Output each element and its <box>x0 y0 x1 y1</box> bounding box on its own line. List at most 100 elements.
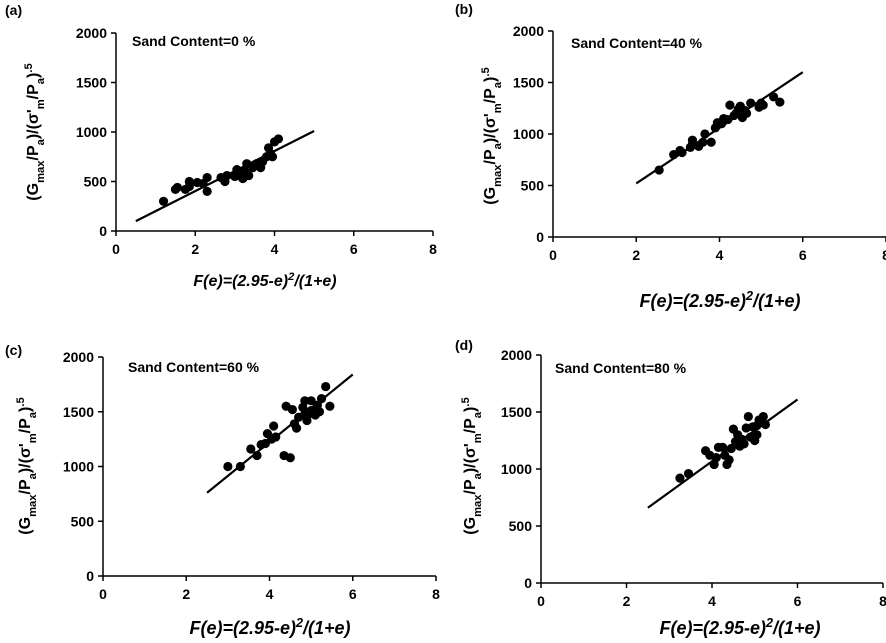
y-tick-label: 500 <box>84 174 108 190</box>
data-point <box>158 196 169 206</box>
data-point <box>775 97 785 107</box>
y-tick-label: 500 <box>509 518 533 534</box>
y-tick-label: 1500 <box>513 75 544 91</box>
y-axis-label: (Gmax/Pa)/(σ'm/Pa).5 <box>480 67 504 204</box>
y-tick-label: 500 <box>71 513 95 529</box>
data-point <box>706 137 716 147</box>
y-tick-label: 2000 <box>76 25 107 41</box>
data-point <box>265 149 276 159</box>
y-tick-label: 0 <box>524 575 532 591</box>
x-tick-label: 8 <box>432 586 440 602</box>
x-tick-label: 4 <box>716 247 724 263</box>
x-axis-label: F(e)=(2.95-e)2/(1+e) <box>659 616 820 638</box>
y-tick-label: 2000 <box>501 347 532 363</box>
chart-panel-1: (a) 0 500 1000 1500 2000 0 2 4 6 8 Sand Content=0 %… <box>5 2 437 290</box>
chart-panel-2: (b) 0 500 1000 1500 2000 0 2 4 6 8 Sand Content=40 … <box>455 1 886 311</box>
x-tick-label: 8 <box>882 247 886 263</box>
data-point <box>244 170 254 181</box>
data-point <box>321 381 331 392</box>
y-axis-label: (Gmax/Pa)/(σ'm/Pa).5 <box>460 397 484 534</box>
data-point <box>291 423 302 433</box>
y-tick-label: 0 <box>99 223 107 239</box>
y-tick-label: 0 <box>86 568 94 584</box>
data-point <box>300 409 310 419</box>
data-point <box>316 394 327 404</box>
x-tick-label: 8 <box>879 593 886 609</box>
sand-content-label: Sand Content=0 % <box>132 33 256 49</box>
data-point <box>271 432 281 442</box>
y-tick-label: 2000 <box>513 23 544 39</box>
y-axis-label: (Gmax/Pa)/(σ'm/Pa).5 <box>23 63 47 200</box>
data-point <box>223 461 233 472</box>
x-tick-label: 2 <box>191 241 199 257</box>
x-tick-label: 4 <box>266 586 274 602</box>
chart-panel-3: (c) 0 500 1000 1500 2000 0 2 4 6 8 Sand Content=60 … <box>5 342 440 638</box>
data-point <box>222 170 232 181</box>
data-point <box>760 419 771 430</box>
data-point <box>743 411 753 422</box>
data-point <box>758 100 768 110</box>
data-point <box>726 443 736 454</box>
data-point <box>325 401 335 411</box>
panel-label: (b) <box>455 1 473 17</box>
data-point <box>718 442 728 452</box>
x-tick-label: 8 <box>429 241 437 257</box>
x-axis-label: F(e)=(2.95-e)2/(1+e) <box>193 271 336 290</box>
y-tick-label: 1000 <box>63 459 94 475</box>
data-point <box>746 98 756 108</box>
x-tick-label: 0 <box>112 241 120 257</box>
data-point <box>683 468 694 479</box>
y-tick-label: 1500 <box>76 75 107 91</box>
x-tick-label: 0 <box>537 593 545 609</box>
data-point <box>172 182 183 193</box>
data-point <box>202 172 212 183</box>
y-tick-label: 1500 <box>63 404 94 420</box>
x-tick-label: 0 <box>99 586 107 602</box>
data-point <box>769 92 779 102</box>
data-point <box>273 134 284 144</box>
x-tick-label: 4 <box>271 241 279 257</box>
sand-content-label: Sand Content=60 % <box>128 359 260 375</box>
sand-content-label: Sand Content=40 % <box>571 35 703 51</box>
x-tick-label: 6 <box>799 247 807 263</box>
x-tick-label: 6 <box>794 593 802 609</box>
data-point <box>741 108 752 118</box>
y-axis-label: (Gmax/Pa)/(σ'm/Pa).5 <box>15 397 39 534</box>
data-point <box>252 450 262 461</box>
data-point <box>730 437 741 447</box>
x-tick-label: 2 <box>623 593 631 609</box>
data-point <box>752 430 762 440</box>
x-tick-label: 6 <box>349 586 357 602</box>
x-tick-label: 2 <box>182 586 190 602</box>
y-tick-label: 1000 <box>76 124 107 140</box>
y-tick-label: 500 <box>521 178 545 194</box>
panel-label: (c) <box>5 342 22 358</box>
data-point <box>287 404 297 415</box>
data-point <box>285 453 295 463</box>
y-tick-label: 2000 <box>63 349 94 365</box>
data-point <box>739 439 749 449</box>
x-axis-label: F(e)=(2.95-e)2/(1+e) <box>189 616 350 638</box>
data-point <box>758 411 768 422</box>
data-point <box>675 473 685 483</box>
data-point <box>235 461 245 472</box>
x-tick-label: 2 <box>632 247 640 263</box>
sand-content-label: Sand Content=80 % <box>555 360 687 376</box>
data-point <box>700 129 710 139</box>
data-point <box>314 407 325 417</box>
data-point <box>246 444 256 454</box>
chart-panel-4: (d) 0 500 1000 1500 2000 0 2 4 6 8 Sand Content=80 … <box>455 337 886 638</box>
x-tick-label: 6 <box>350 241 358 257</box>
data-point <box>269 421 279 431</box>
data-point <box>184 176 194 187</box>
y-tick-label: 0 <box>536 229 544 245</box>
data-point <box>724 455 734 465</box>
y-tick-label: 1000 <box>501 461 532 477</box>
data-point <box>677 147 687 158</box>
data-point <box>202 186 212 196</box>
x-axis-label: F(e)=(2.95-e)2/(1+e) <box>639 289 800 311</box>
data-point <box>654 165 664 175</box>
data-point <box>711 453 721 463</box>
panel-label: (d) <box>455 337 473 353</box>
